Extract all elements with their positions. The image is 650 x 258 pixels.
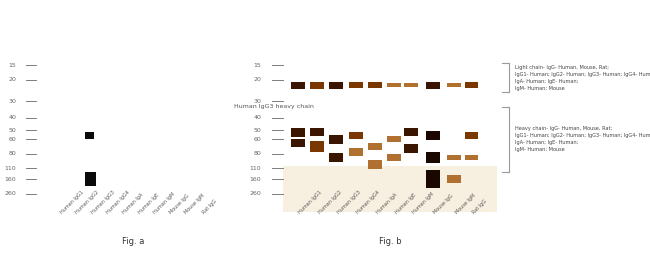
Text: Heavy chain- IgG- Human, Mouse, Rat;
IgG1- Human; IgG2- Human; IgG3- Human; IgG4: Heavy chain- IgG- Human, Mouse, Rat; IgG… <box>515 126 650 152</box>
Bar <box>291 139 305 147</box>
Text: 160: 160 <box>250 176 261 182</box>
Bar <box>310 82 324 88</box>
Bar <box>387 136 401 142</box>
Text: Rat IgG: Rat IgG <box>471 199 488 215</box>
Bar <box>404 83 419 87</box>
Bar <box>348 82 363 88</box>
Text: Human IgG1: Human IgG1 <box>59 190 84 215</box>
Bar <box>348 132 363 139</box>
Text: 260: 260 <box>250 191 261 196</box>
Text: Fig. b: Fig. b <box>379 237 401 246</box>
Text: 30: 30 <box>254 99 261 104</box>
Bar <box>387 83 401 87</box>
Text: 110: 110 <box>5 166 16 171</box>
Bar <box>291 128 305 137</box>
Text: Human IgG2: Human IgG2 <box>75 190 100 215</box>
Text: Human IgE: Human IgE <box>395 192 417 215</box>
Text: 260: 260 <box>5 191 16 196</box>
Bar <box>348 148 363 156</box>
Bar <box>447 155 462 160</box>
Text: 50: 50 <box>254 128 261 133</box>
Text: Mouse IgG: Mouse IgG <box>168 194 190 215</box>
Bar <box>426 82 440 88</box>
Text: Human IgA: Human IgA <box>122 192 144 215</box>
Text: 40: 40 <box>8 115 16 120</box>
Text: Fig. a: Fig. a <box>122 237 144 246</box>
Bar <box>426 170 440 188</box>
Bar <box>310 141 324 152</box>
Text: 15: 15 <box>8 63 16 68</box>
Text: 15: 15 <box>254 63 261 68</box>
Bar <box>84 172 96 186</box>
Text: 60: 60 <box>254 137 261 142</box>
Bar <box>426 131 440 140</box>
Text: Human IgG4: Human IgG4 <box>356 190 381 215</box>
Text: Human IgM: Human IgM <box>411 192 435 215</box>
Text: Mouse IgM: Mouse IgM <box>454 193 476 215</box>
Text: 30: 30 <box>8 99 16 104</box>
Text: 20: 20 <box>8 77 16 82</box>
Bar <box>310 128 324 136</box>
Bar <box>368 160 382 169</box>
Text: Human IgG3: Human IgG3 <box>337 190 362 215</box>
Bar <box>465 155 478 160</box>
Bar <box>387 154 401 161</box>
Text: 40: 40 <box>254 115 261 120</box>
Bar <box>330 82 343 88</box>
Text: Light chain- IgG- Human, Mouse, Rat;
IgG1- Human; IgG2- Human; IgG3- Human; IgG4: Light chain- IgG- Human, Mouse, Rat; IgG… <box>515 65 650 91</box>
Bar <box>84 132 94 139</box>
Text: Human IgG3 heavy chain: Human IgG3 heavy chain <box>234 104 314 109</box>
Text: Human IgA: Human IgA <box>375 192 398 215</box>
Bar <box>330 135 343 144</box>
Text: Mouse IgG: Mouse IgG <box>433 194 454 215</box>
Text: Human IgG3: Human IgG3 <box>90 190 116 215</box>
Text: 80: 80 <box>254 151 261 156</box>
Bar <box>426 152 440 163</box>
Text: 60: 60 <box>8 137 16 142</box>
Text: Human IgG1: Human IgG1 <box>298 190 323 215</box>
Text: Human IgM: Human IgM <box>153 192 176 215</box>
Text: 80: 80 <box>8 151 16 156</box>
Text: 160: 160 <box>5 176 16 182</box>
Bar <box>465 132 478 139</box>
Bar <box>330 153 343 162</box>
Bar <box>447 83 462 87</box>
Bar <box>368 143 382 150</box>
Text: Human IgG2: Human IgG2 <box>317 190 343 215</box>
Bar <box>404 128 419 136</box>
Bar <box>368 82 382 88</box>
Text: Human IgG4: Human IgG4 <box>106 190 131 215</box>
Bar <box>291 82 305 88</box>
Text: 50: 50 <box>8 128 16 133</box>
Text: 110: 110 <box>250 166 261 171</box>
Text: 20: 20 <box>254 77 261 82</box>
Bar <box>404 144 419 153</box>
Text: Human IgE: Human IgE <box>137 192 160 215</box>
Bar <box>283 166 497 212</box>
Bar <box>447 175 462 183</box>
Text: Rat IgG: Rat IgG <box>202 199 218 215</box>
Text: Mouse IgM: Mouse IgM <box>184 193 206 215</box>
Bar <box>465 82 478 88</box>
